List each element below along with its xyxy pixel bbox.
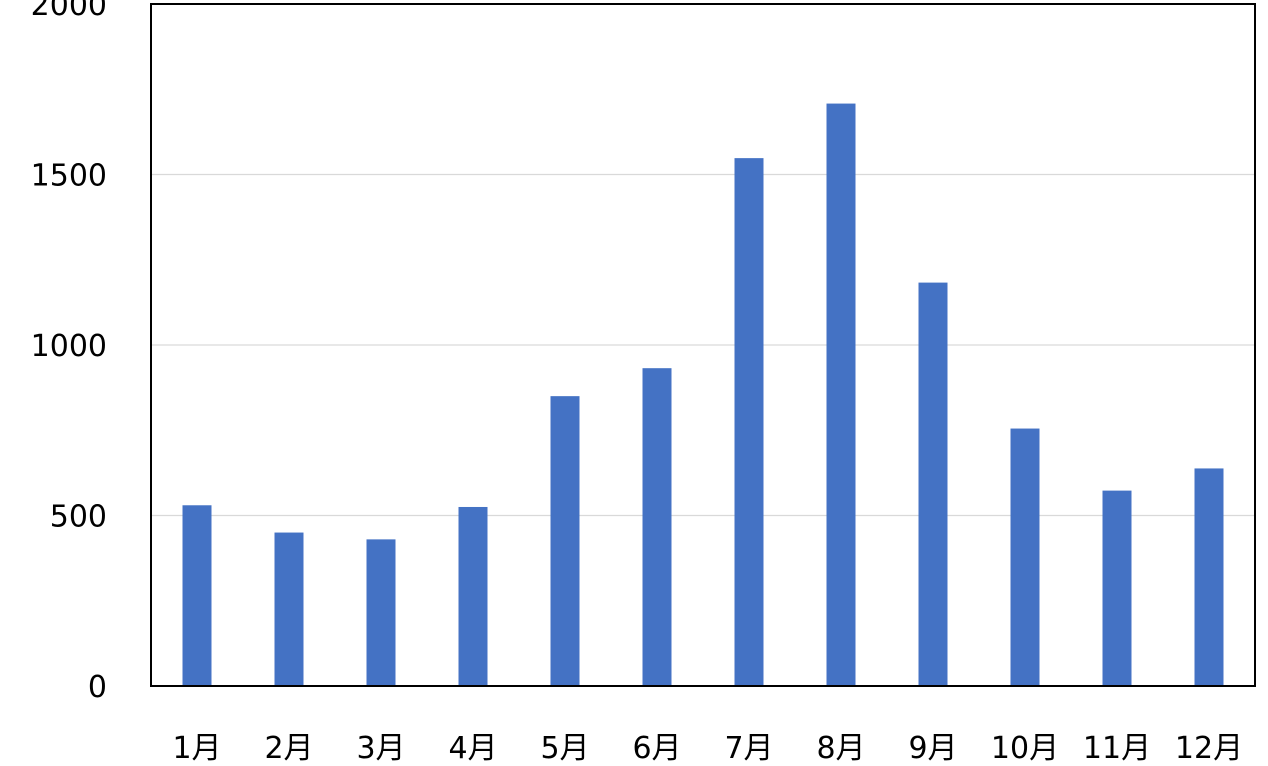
- y-tick-label: 0: [88, 670, 107, 705]
- x-tick-label: 10月: [991, 731, 1059, 766]
- x-tick-label: 6月: [632, 731, 681, 766]
- bar-9: [918, 282, 948, 686]
- plot-area-border: [150, 3, 1256, 687]
- bar-8: [826, 103, 856, 686]
- bar-11: [1102, 490, 1132, 686]
- bar-10: [1010, 428, 1040, 686]
- x-tick-label: 2月: [264, 731, 313, 766]
- x-tick-label: 3月: [356, 731, 405, 766]
- x-tick-label: 8月: [816, 731, 865, 766]
- bar-6: [642, 368, 672, 686]
- x-tick-label: 12月: [1175, 731, 1243, 766]
- bar-1: [182, 505, 212, 686]
- y-tick-label: 2000: [31, 0, 107, 23]
- bar-5: [550, 396, 580, 686]
- y-tick-label: 1500: [31, 159, 107, 194]
- bar-3: [366, 539, 396, 686]
- y-tick-label: 1000: [31, 329, 107, 364]
- x-tick-label: 5月: [540, 731, 589, 766]
- gridlines: [151, 173, 1255, 517]
- bar-2: [274, 532, 304, 686]
- x-tick-label: 11月: [1083, 731, 1151, 766]
- bar-12: [1194, 468, 1224, 686]
- x-tick-label: 1月: [172, 731, 221, 766]
- x-axis-tick-labels: 1月 2月 3月 4月 5月 6月 7月 8月 9月 10月 11月 12月: [172, 731, 1243, 766]
- bar-4: [458, 506, 488, 686]
- y-tick-label: 500: [50, 500, 107, 535]
- x-tick-label: 7月: [724, 731, 773, 766]
- x-tick-label: 9月: [908, 731, 957, 766]
- x-tick-label: 4月: [448, 731, 497, 766]
- bar-7: [734, 158, 764, 686]
- bars: [182, 103, 1224, 686]
- y-axis-tick-labels: 0 500 1000 1500 2000: [31, 0, 107, 705]
